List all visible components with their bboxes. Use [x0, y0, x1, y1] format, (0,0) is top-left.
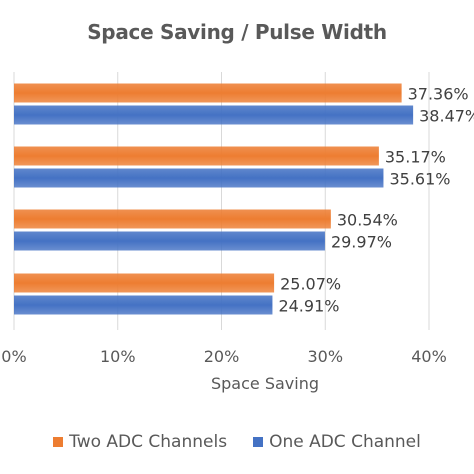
x-axis-title: Space Saving — [210, 374, 319, 393]
chart-title: Space Saving / Pulse Width — [87, 20, 387, 44]
legend-label-one-adc: One ADC Channel — [269, 432, 421, 452]
legend-swatch-one-adc — [253, 437, 264, 447]
data-label: 35.17% — [385, 148, 446, 167]
x-tick-label: 30% — [307, 347, 343, 366]
data-label: 24.91% — [278, 297, 339, 316]
bar — [14, 231, 325, 251]
legend-swatch-two-adc — [53, 437, 64, 447]
data-label: 25.07% — [280, 275, 341, 294]
x-tick-label: 10% — [100, 347, 136, 366]
data-label: 37.36% — [408, 85, 469, 104]
data-label: 38.47% — [419, 107, 474, 126]
data-label: 35.61% — [389, 170, 450, 189]
legend-label-two-adc: Two ADC Channels — [69, 432, 228, 452]
x-tick-label: 0% — [1, 347, 26, 366]
bar — [14, 146, 379, 166]
bar — [14, 295, 273, 315]
x-tick-label: 20% — [204, 347, 240, 366]
bar — [14, 209, 331, 229]
bar — [14, 105, 414, 125]
legend: Two ADC Channels One ADC Channel — [0, 430, 474, 454]
bar — [14, 273, 275, 293]
legend-item-one-adc: One ADC Channel — [253, 432, 421, 452]
bar — [14, 168, 384, 188]
data-label: 30.54% — [337, 211, 398, 230]
bar — [14, 83, 402, 103]
legend-item-two-adc: Two ADC Channels — [53, 432, 227, 452]
x-tick-label: 40% — [411, 347, 447, 366]
data-label: 29.97% — [331, 233, 392, 252]
